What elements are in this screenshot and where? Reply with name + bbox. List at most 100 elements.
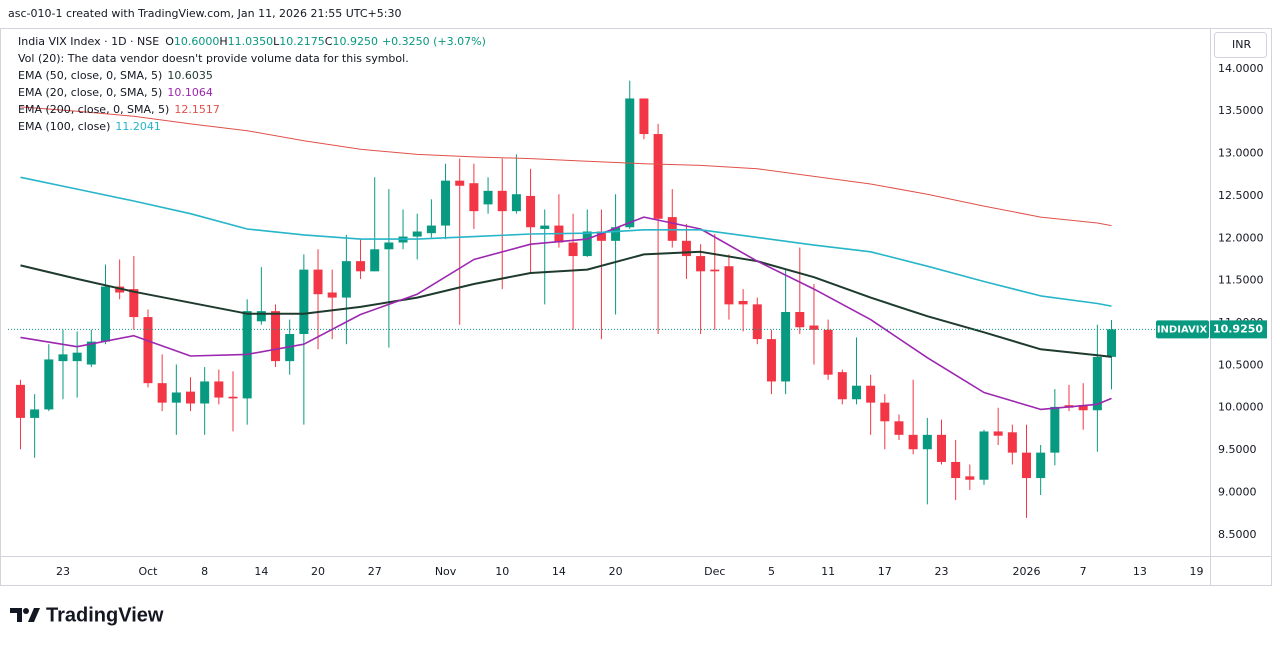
ohlc-key: H — [219, 35, 227, 48]
y-tick-label: 8.5000 — [1218, 528, 1257, 541]
candle-body — [526, 195, 536, 228]
ema-value: 12.1517 — [174, 103, 220, 116]
candle-body — [965, 476, 975, 480]
ema-line — [20, 250, 1112, 358]
logo: TradingView — [10, 604, 164, 626]
y-tick-label: 9.0000 — [1218, 485, 1257, 498]
candle-body — [511, 194, 521, 212]
ema-name: EMA (20, close, 0, SMA, 5) — [18, 86, 162, 99]
x-tick-label: 14 — [254, 565, 268, 578]
candle-body — [455, 180, 465, 186]
y-tick-label: 13.0000 — [1218, 147, 1264, 160]
symbol-title: India VIX Index · 1D · NSE — [18, 35, 159, 48]
price-tag-text: 10.9250 — [1213, 322, 1263, 335]
candle-body — [837, 372, 847, 400]
ohlc-key: O — [165, 35, 174, 48]
candle-body — [724, 266, 734, 305]
x-tick-label: Dec — [704, 565, 725, 578]
candle-body — [894, 421, 904, 435]
candle-body — [313, 269, 323, 295]
x-tick-label: 17 — [878, 565, 892, 578]
candle-body — [285, 334, 295, 362]
candle-body — [1022, 452, 1032, 479]
candle-body — [653, 134, 663, 219]
candle-body — [86, 341, 96, 365]
candle-body — [228, 396, 238, 399]
candle-body — [866, 385, 876, 403]
candle-body — [186, 391, 196, 404]
symbol-tag-text: INDIAVIX — [1157, 324, 1208, 335]
y-tick-label: 9.5000 — [1218, 443, 1257, 456]
ema-legend: EMA (200, close, 0, SMA, 5) 12.1517 — [18, 103, 220, 116]
candle-body — [951, 461, 961, 479]
candle-body — [1078, 405, 1088, 411]
candle-body — [58, 354, 68, 362]
currency: INR — [1232, 38, 1251, 51]
candle-body — [1050, 406, 1060, 453]
y-tick-label: 12.0000 — [1218, 231, 1264, 244]
candle-body — [880, 402, 890, 422]
candle-body — [200, 381, 210, 404]
ema-line — [20, 216, 1112, 411]
candle-body — [370, 249, 380, 272]
candle-body — [483, 190, 493, 205]
candle-body — [639, 98, 649, 135]
ema-value: 10.6035 — [167, 69, 213, 82]
candle-body — [44, 359, 54, 410]
candle-body — [129, 289, 139, 318]
candle-body — [568, 242, 578, 257]
candle-body — [412, 231, 422, 237]
brand: TradingView — [46, 604, 164, 626]
candle-body — [469, 183, 479, 212]
candle-body — [341, 261, 351, 298]
y-tick-label: 10.0000 — [1218, 401, 1264, 414]
candle-body — [766, 339, 776, 382]
candle-body — [327, 292, 337, 298]
candle-body — [993, 431, 1003, 436]
x-tick-label: 11 — [821, 565, 835, 578]
ohlc-value: 10.9250 — [332, 35, 378, 48]
candle-body — [809, 325, 819, 330]
ohlc-key: L — [273, 35, 280, 48]
chart-frame — [0, 28, 1272, 586]
x-tick-label: Oct — [138, 565, 158, 578]
y-tick-label: 11.5000 — [1218, 274, 1264, 287]
y-tick-label: 10.5000 — [1218, 358, 1264, 371]
candle-body — [1107, 329, 1117, 357]
x-tick-label: 10 — [495, 565, 509, 578]
candle-body — [795, 311, 805, 328]
candle-body — [384, 242, 394, 250]
x-tick-label: 14 — [552, 565, 566, 578]
candle-body — [1007, 432, 1017, 453]
currency-box[interactable] — [1214, 32, 1267, 58]
ema-legend: EMA (50, close, 0, SMA, 5) 10.6035 — [18, 69, 213, 82]
candle-body — [143, 317, 153, 384]
price-tag — [1210, 320, 1267, 339]
header: asc-010-1 created with TradingView.com, … — [8, 7, 401, 20]
candle-body — [356, 261, 366, 272]
candle-body — [936, 434, 946, 462]
candle-body — [752, 304, 762, 340]
symbol-tag — [1156, 320, 1209, 339]
candle-body — [979, 431, 989, 480]
candle-body — [823, 329, 833, 375]
candle-body — [922, 434, 932, 450]
candle-body — [738, 300, 748, 305]
candle-body — [497, 190, 507, 212]
ema-line — [20, 106, 1112, 227]
candle-body — [171, 392, 181, 403]
candle-body — [696, 256, 706, 272]
axes: 14.0000 13.5000 13.0000 12.5000 12.0000 11.50… — [56, 62, 1267, 578]
candle-body — [540, 225, 550, 229]
y-tick-label: 14.0000 — [1218, 62, 1264, 75]
x-tick-label: 20 — [609, 565, 623, 578]
ema-value: 11.2041 — [115, 120, 161, 133]
candle-body — [115, 286, 125, 293]
x-tick-label: 23 — [56, 565, 70, 578]
logo-mark — [10, 608, 22, 622]
candle-body — [256, 311, 266, 322]
ohlc-key: C — [325, 35, 333, 48]
y-tick-label: 13.5000 — [1218, 104, 1264, 117]
candle-body — [582, 231, 592, 257]
